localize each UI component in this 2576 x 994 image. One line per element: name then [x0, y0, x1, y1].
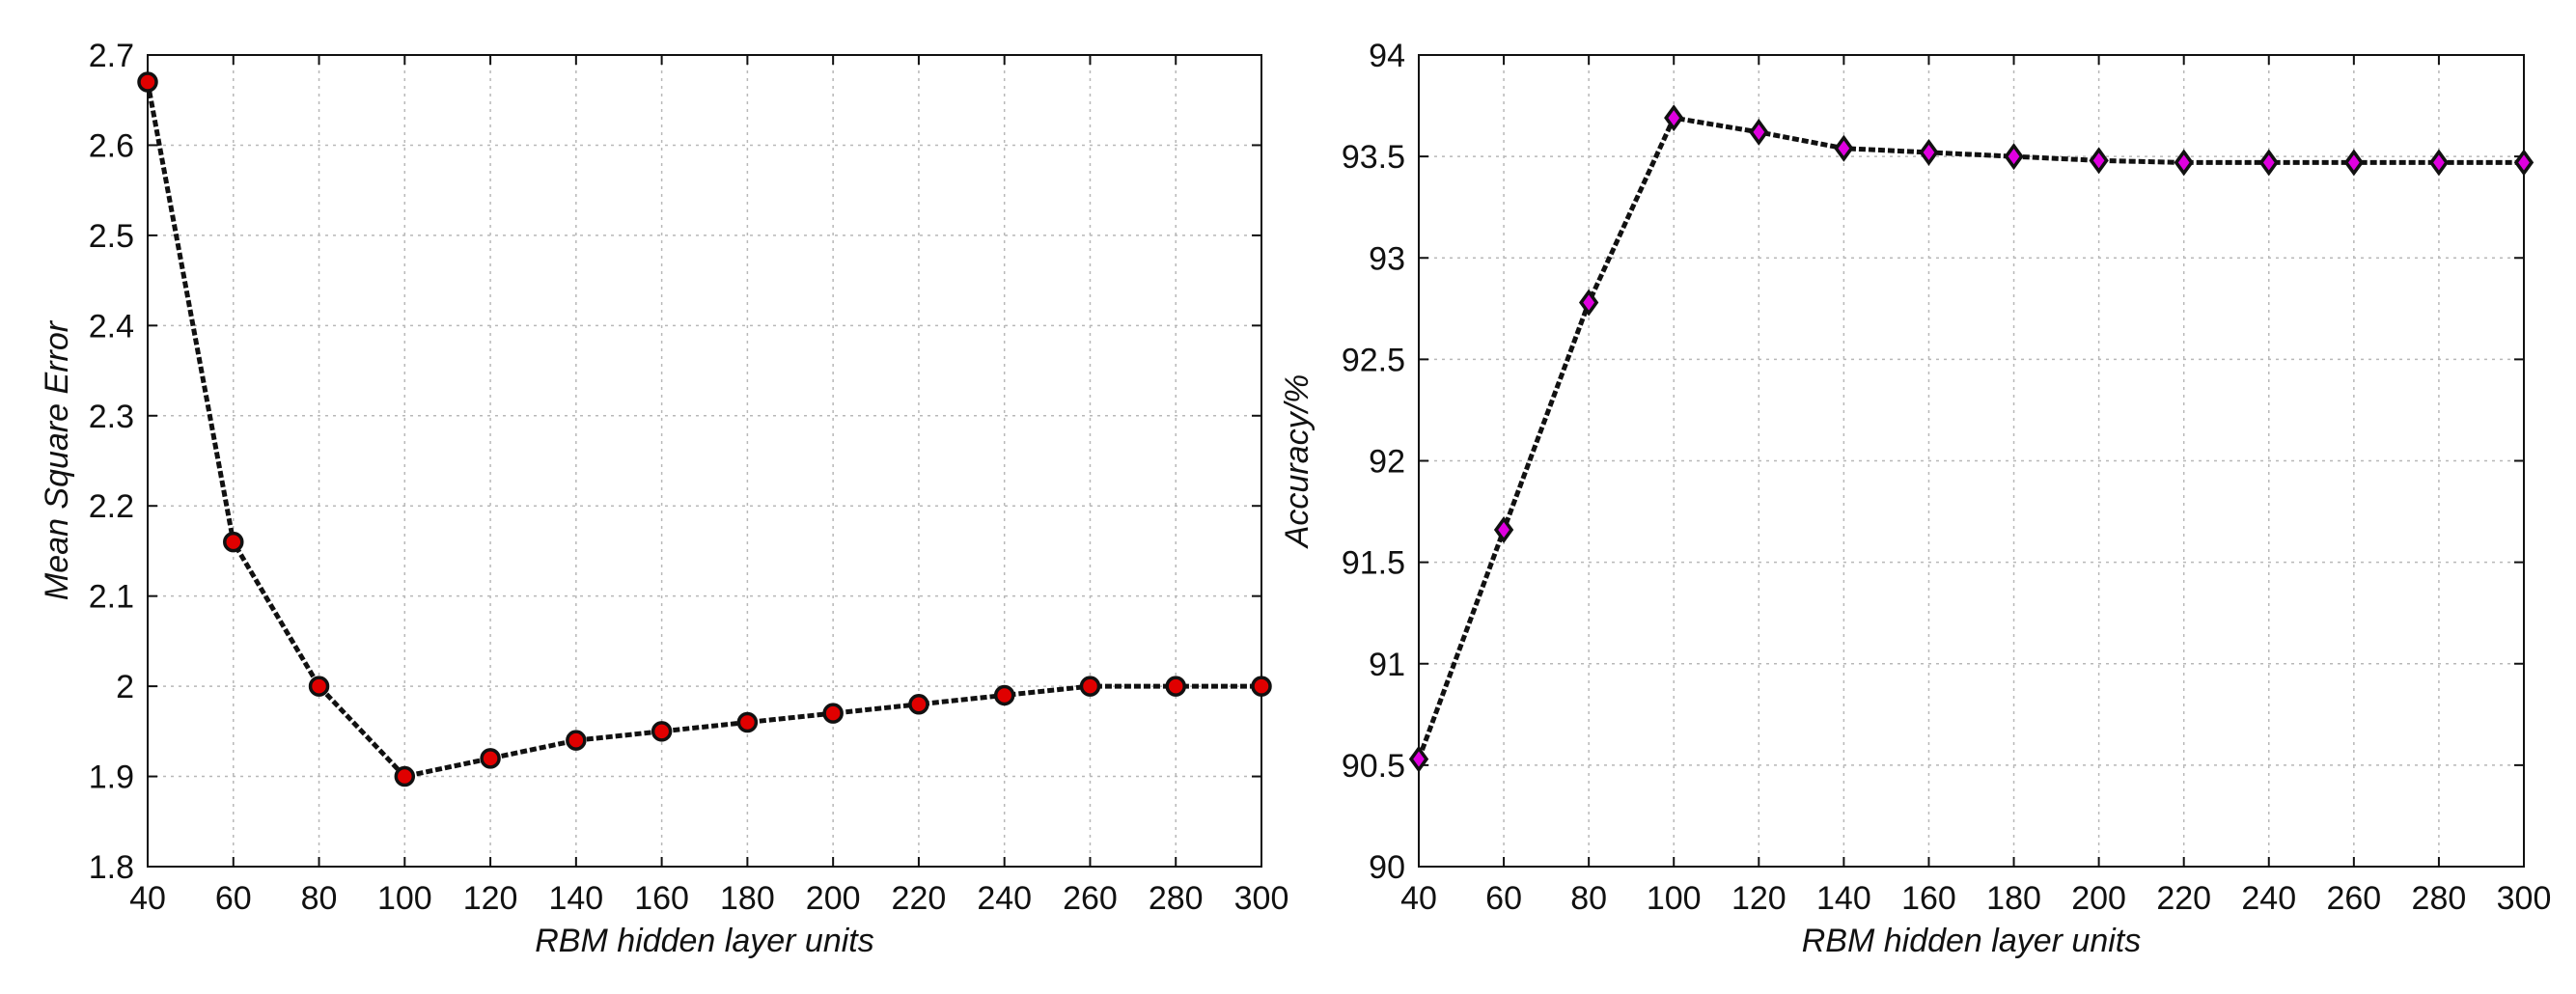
y-tick-label: 93 — [1369, 240, 1405, 277]
plot-frame — [147, 54, 1262, 868]
x-axis-label: RBM hidden layer units — [1802, 923, 2142, 959]
data-point — [993, 684, 1015, 706]
y-tick-label: 90.5 — [1342, 748, 1405, 785]
data-point — [2428, 149, 2450, 177]
data-point — [2004, 143, 2024, 171]
x-tick-label: 160 — [1901, 880, 1956, 917]
data-point — [394, 765, 416, 787]
mse-chart: 40 60 80 100 120 140 160 180 200 220 240 260 280 300 1… — [39, 38, 1288, 959]
x-tick-label: 220 — [892, 880, 947, 917]
x-tick-label: 60 — [1485, 880, 1522, 917]
x-tick-label: 240 — [2241, 880, 2296, 917]
data-point — [223, 531, 244, 553]
series-line — [145, 81, 1261, 780]
data-point — [2513, 149, 2534, 177]
data-point — [1408, 745, 1429, 773]
x-tick-label: 80 — [1570, 880, 1607, 917]
x-tick-label: 200 — [806, 880, 861, 917]
x-tick-label: 300 — [1234, 880, 1289, 917]
data-point — [1165, 676, 1186, 697]
data-point — [1749, 118, 1769, 146]
data-point — [1664, 104, 1684, 132]
x-tick-label: 40 — [129, 880, 166, 917]
x-tick-label: 260 — [2326, 880, 2381, 917]
y-tick-label: 90 — [1369, 849, 1405, 886]
y-tick-label: 2.4 — [89, 308, 134, 345]
x-tick-label: 180 — [720, 880, 775, 917]
x-tick-label: 260 — [1063, 880, 1118, 917]
x-tick-label: 300 — [2497, 880, 2552, 917]
plot-frame — [1418, 54, 2525, 868]
data-point — [822, 703, 844, 724]
data-point — [137, 71, 158, 93]
y-tick-label: 2.5 — [89, 218, 134, 255]
y-tick-label: 1.9 — [89, 759, 134, 796]
accuracy-chart: 40 60 80 100 120 140 160 180 200 220 240 260 280 300 9… — [1279, 38, 2551, 959]
x-tick-label: 60 — [215, 880, 252, 917]
x-tick-label: 80 — [301, 880, 338, 917]
y-tick-label: 94 — [1369, 38, 1405, 74]
data-point — [480, 748, 501, 769]
y-tick-label: 1.8 — [89, 849, 134, 886]
y-tick-label: 92 — [1369, 444, 1405, 481]
data-point — [1834, 134, 1854, 162]
x-tick-label: 100 — [1647, 880, 1702, 917]
y-tick-label: 2 — [116, 669, 134, 705]
series-line — [1416, 115, 2524, 760]
y-tick-label: 2.1 — [89, 579, 134, 616]
y-tick-label: 92.5 — [1342, 342, 1405, 378]
x-tick-label: 160 — [634, 880, 689, 917]
data-point — [2089, 147, 2109, 175]
y-tick-label: 93.5 — [1342, 139, 1405, 176]
x-tick-label: 120 — [463, 880, 518, 917]
y-axis-label: Mean Square Error — [39, 319, 75, 600]
data-point — [2174, 149, 2194, 177]
data-point — [908, 694, 929, 715]
y-tick-label: 2.2 — [89, 488, 134, 525]
data-point — [1251, 676, 1272, 697]
x-tick-label: 140 — [548, 880, 603, 917]
data-point — [651, 721, 673, 742]
y-axis-label: Accuracy/% — [1279, 374, 1316, 550]
y-tick-label: 91.5 — [1342, 545, 1405, 582]
data-point — [1079, 676, 1101, 697]
data-point — [308, 676, 330, 697]
y-tick-label: 91 — [1369, 647, 1405, 683]
x-tick-label: 100 — [377, 880, 432, 917]
x-tick-label: 120 — [1731, 880, 1787, 917]
x-tick-label: 280 — [2412, 880, 2467, 917]
x-tick-label: 280 — [1149, 880, 1204, 917]
data-point — [2258, 149, 2279, 177]
data-point — [1578, 289, 1599, 317]
x-tick-label: 180 — [1986, 880, 2041, 917]
x-tick-label: 140 — [1816, 880, 1871, 917]
data-point — [566, 730, 587, 751]
data-point — [1919, 138, 1939, 166]
y-tick-label: 2.3 — [89, 399, 134, 435]
data-point — [736, 711, 759, 733]
data-point — [2343, 149, 2365, 177]
y-tick-label: 2.7 — [89, 38, 134, 74]
x-tick-label: 240 — [977, 880, 1032, 917]
x-axis-label: RBM hidden layer units — [535, 923, 874, 959]
y-tick-label: 2.6 — [89, 127, 134, 164]
x-tick-label: 40 — [1400, 880, 1437, 917]
x-tick-label: 220 — [2156, 880, 2211, 917]
data-point — [1493, 516, 1514, 543]
x-tick-label: 200 — [2071, 880, 2126, 917]
